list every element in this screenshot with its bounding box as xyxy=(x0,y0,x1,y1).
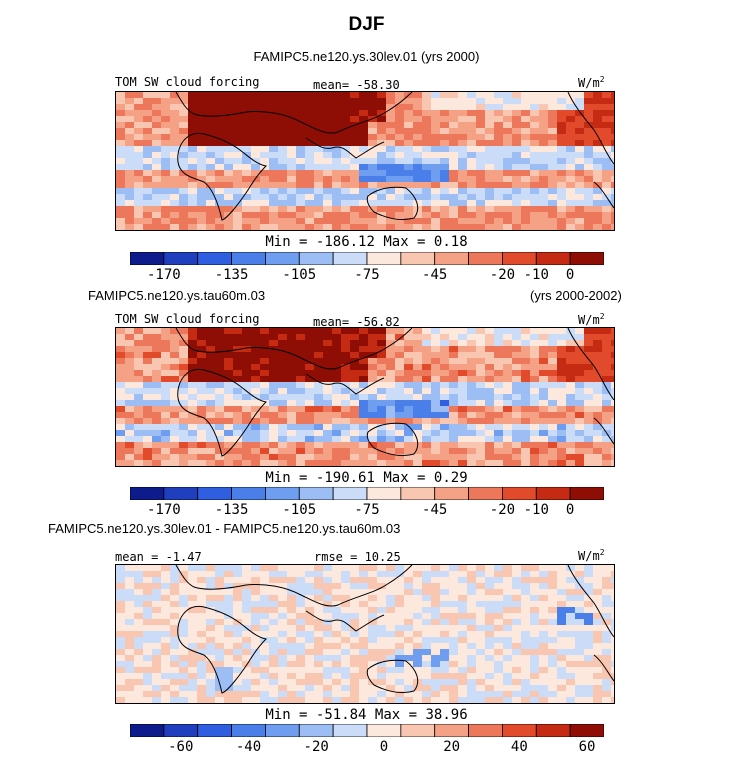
colorbar-swatch xyxy=(468,724,503,737)
colorbar-swatch xyxy=(569,724,604,737)
colorbar-tick-label: 60 xyxy=(578,739,596,755)
colorbar-swatch xyxy=(163,724,199,737)
colorbar-swatch xyxy=(265,252,300,265)
colorbar-swatch xyxy=(502,487,537,500)
colorbar-tick-label: -170 xyxy=(146,502,181,518)
colorbar-swatch xyxy=(569,252,604,265)
panel3-units: W/m2 xyxy=(578,548,605,563)
colorbar-tick-label: 0 xyxy=(379,739,389,755)
panel2-minmax: Min = -190.61 Max = 0.29 xyxy=(265,470,468,486)
colorbar-swatch xyxy=(332,252,368,265)
colorbar-swatch xyxy=(163,487,199,500)
colorbar-swatch xyxy=(502,724,537,737)
colorbar-swatch xyxy=(130,487,165,500)
colorbar-tick-label: -75 xyxy=(354,267,380,283)
colorbar-swatch xyxy=(231,252,266,265)
colorbar-swatch xyxy=(332,487,368,500)
panel1-case-title: FAMIPC5.ne120.ys.30lev.01 (yrs 2000) xyxy=(253,49,480,64)
colorbar-swatch xyxy=(197,724,232,737)
panel1-units: W/m2 xyxy=(578,75,605,90)
colorbar-swatch xyxy=(197,252,232,265)
colorbar-swatch xyxy=(130,724,165,737)
panel3-rmse-label: rmse = 10.25 xyxy=(314,550,401,564)
colorbar-tick-label: -105 xyxy=(282,502,317,518)
panel3-case-title: FAMIPC5.ne120.ys.30lev.01 - FAMIPC5.ne12… xyxy=(48,521,401,536)
colorbar-swatch xyxy=(163,252,199,265)
panel2-map-field xyxy=(116,328,614,466)
colorbar-tick-label: -45 xyxy=(422,502,448,518)
panel1-map-field xyxy=(116,92,614,230)
colorbar-swatch xyxy=(366,252,402,265)
panel1-colorbar xyxy=(130,252,604,265)
colorbar-tick-label: 0 xyxy=(565,267,575,283)
panel3-map-field xyxy=(116,565,614,703)
colorbar-swatch xyxy=(332,724,368,737)
colorbar-swatch xyxy=(265,487,300,500)
colorbar-swatch xyxy=(535,487,571,500)
colorbar-tick-label: -20 xyxy=(303,739,329,755)
colorbar-swatch xyxy=(298,724,334,737)
panel3-colorbar xyxy=(130,724,604,737)
colorbar-swatch xyxy=(400,487,436,500)
panel1-variable-label: TOM SW cloud forcing xyxy=(115,75,260,89)
panel3-minmax: Min = -51.84 Max = 38.96 xyxy=(265,707,468,723)
panel2-years: (yrs 2000-2002) xyxy=(530,288,622,303)
colorbar-tick-label: -10 xyxy=(523,267,549,283)
colorbar-tick-label: -75 xyxy=(354,502,380,518)
colorbar-swatch xyxy=(366,724,402,737)
colorbar-tick-label: -135 xyxy=(214,502,249,518)
colorbar-tick-label: 20 xyxy=(443,739,461,755)
colorbar-tick-label: -45 xyxy=(422,267,448,283)
panel2-case-title: FAMIPC5.ne120.ys.tau60m.03 xyxy=(88,288,266,303)
colorbar-tick-label: -135 xyxy=(214,267,249,283)
colorbar-swatch xyxy=(502,252,537,265)
colorbar-tick-label: -20 xyxy=(489,502,516,518)
colorbar-swatch xyxy=(298,487,334,500)
colorbar-swatch xyxy=(434,724,469,737)
panel3-map xyxy=(115,564,615,704)
panel2-units: W/m2 xyxy=(578,312,605,327)
colorbar-swatch xyxy=(265,724,300,737)
colorbar-swatch xyxy=(400,724,436,737)
panel2-mean-label: mean= -56.82 xyxy=(313,315,400,329)
panel1-minmax: Min = -186.12 Max = 0.18 xyxy=(265,234,468,250)
colorbar-swatch xyxy=(400,252,436,265)
colorbar-tick-label: -40 xyxy=(235,739,262,755)
colorbar-swatch xyxy=(197,487,232,500)
colorbar-swatch xyxy=(231,724,266,737)
colorbar-tick-label: -60 xyxy=(168,739,194,755)
panel1-mean-label: mean= -58.30 xyxy=(313,78,400,92)
colorbar-swatch xyxy=(130,252,165,265)
colorbar-swatch xyxy=(434,487,469,500)
panel2-map xyxy=(115,327,615,467)
colorbar-swatch xyxy=(231,487,266,500)
colorbar-tick-label: 0 xyxy=(565,502,575,518)
colorbar-swatch xyxy=(468,487,503,500)
figure-title: DJF xyxy=(348,14,385,35)
panel1-map xyxy=(115,91,615,231)
colorbar-swatch xyxy=(366,487,402,500)
colorbar-swatch xyxy=(468,252,503,265)
colorbar-swatch xyxy=(434,252,469,265)
colorbar-swatch xyxy=(535,724,571,737)
colorbar-tick-label: -105 xyxy=(282,267,317,283)
panel3-mean-label: mean = -1.47 xyxy=(115,550,202,564)
panel2-variable-label: TOM SW cloud forcing xyxy=(115,312,260,326)
colorbar-tick-label: 40 xyxy=(510,739,528,755)
colorbar-swatch xyxy=(298,252,334,265)
colorbar-swatch xyxy=(569,487,604,500)
colorbar-tick-label: -170 xyxy=(146,267,181,283)
colorbar-tick-label: -20 xyxy=(489,267,516,283)
colorbar-swatch xyxy=(535,252,571,265)
colorbar-tick-label: -10 xyxy=(523,502,549,518)
panel2-colorbar xyxy=(130,487,604,500)
